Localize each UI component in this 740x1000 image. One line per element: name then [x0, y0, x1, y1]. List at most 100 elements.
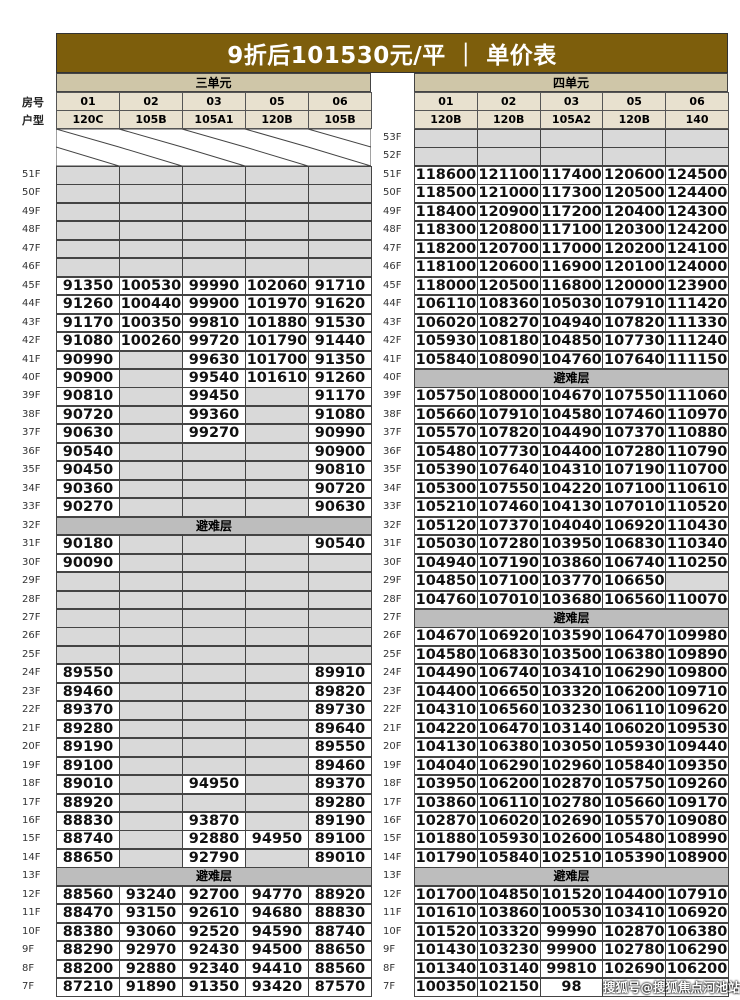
floor-label: 36F — [383, 445, 402, 457]
floor-label: 33F — [22, 501, 41, 513]
price-cell: 88290 — [56, 941, 120, 960]
price-cell: 102690 — [602, 959, 667, 979]
price-cell: 120900 — [476, 202, 541, 222]
price-cell: 92880 — [119, 959, 183, 979]
price-cell: 88470 — [56, 904, 120, 923]
unavailable-cell — [245, 424, 309, 443]
unavailable-cell — [245, 479, 309, 499]
price-cell: 93060 — [119, 922, 183, 942]
unavailable-cell — [182, 738, 246, 757]
price-cell: 104490 — [539, 424, 604, 443]
price-cell: 106470 — [602, 627, 667, 646]
unavailable-cell — [119, 202, 183, 222]
unavailable-cell — [245, 738, 309, 757]
unavailable-cell — [245, 258, 309, 277]
price-cell: 104850 — [476, 885, 541, 905]
unavailable-cell — [119, 738, 183, 757]
price-cell: 109620 — [665, 701, 729, 720]
unavailable-cell — [245, 719, 309, 739]
price-cell: 103860 — [476, 904, 541, 923]
price-cell: 106380 — [602, 645, 667, 665]
unavailable-cell — [182, 719, 246, 739]
floor-label: 7F — [383, 981, 396, 993]
room-number-left: 05 — [245, 92, 309, 111]
price-cell: 104490 — [414, 664, 478, 683]
price-cell: 88560 — [308, 959, 372, 979]
price-cell: 90180 — [56, 535, 120, 554]
price-cell: 105930 — [602, 738, 667, 757]
unavailable-cell — [245, 664, 309, 683]
price-cell: 103770 — [539, 572, 604, 591]
unavailable-cell — [245, 239, 309, 259]
unavailable-cell — [56, 258, 120, 277]
unavailable-cell — [665, 572, 729, 591]
price-cell: 93420 — [245, 978, 309, 997]
price-cell: 107100 — [602, 479, 667, 499]
floor-label: 28F — [383, 593, 402, 605]
unavailable-cell — [182, 553, 246, 573]
price-cell: 103230 — [539, 701, 604, 720]
price-cell: 99810 — [539, 959, 604, 979]
price-cell: 89010 — [56, 775, 120, 794]
price-cell: 120600 — [476, 258, 541, 277]
price-cell: 100350 — [119, 313, 183, 333]
price-cell: 89460 — [308, 756, 372, 776]
unavailable-cell — [119, 184, 183, 203]
price-cell: 101610 — [414, 904, 478, 923]
floor-label: 45F — [383, 279, 402, 291]
price-cell: 89820 — [308, 682, 372, 702]
price-cell: 124200 — [665, 221, 729, 240]
price-cell: 101520 — [539, 885, 604, 905]
price-cell: 108990 — [665, 830, 729, 850]
unavailable-cell — [119, 461, 183, 480]
price-cell: 101340 — [414, 959, 478, 979]
price-cell: 89370 — [56, 701, 120, 720]
unavailable-cell — [245, 184, 309, 203]
unavailable-cell — [119, 165, 183, 185]
price-cell: 103140 — [476, 959, 541, 979]
price-cell: 90540 — [308, 535, 372, 554]
unavailable-cell — [308, 608, 372, 628]
unavailable-cell — [245, 590, 309, 610]
refuge-floor-row: 避难层 — [56, 516, 372, 536]
price-cell: 107010 — [476, 590, 541, 610]
room-number-left: 01 — [56, 92, 120, 111]
floor-label: 26F — [22, 630, 41, 642]
floor-label: 8F — [22, 962, 35, 974]
price-cell: 90360 — [56, 479, 120, 499]
unavailable-cell — [245, 608, 309, 628]
price-cell: 91350 — [56, 276, 120, 296]
price-cell: 104310 — [414, 701, 478, 720]
price-cell: 120500 — [602, 184, 667, 203]
unavailable-cell — [119, 350, 183, 370]
price-cell: 110880 — [665, 424, 729, 443]
price-cell: 90900 — [56, 368, 120, 388]
price-cell: 99900 — [182, 295, 246, 314]
unit-type-right: 105A2 — [539, 110, 604, 129]
unavailable-cell — [245, 682, 309, 702]
price-cell: 101700 — [245, 350, 309, 370]
price-cell: 103590 — [539, 627, 604, 646]
unavailable-cell — [119, 239, 183, 259]
floor-label: 48F — [22, 224, 41, 236]
unavailable-cell — [182, 627, 246, 646]
room-number-left: 06 — [308, 92, 372, 111]
price-cell: 103230 — [476, 941, 541, 960]
unavailable-cell — [602, 147, 667, 167]
unavailable-cell — [245, 165, 309, 185]
price-cell: 101700 — [414, 885, 478, 905]
price-cell: 108000 — [476, 387, 541, 407]
floor-label: 39F — [22, 390, 41, 402]
price-cell: 109980 — [665, 627, 729, 646]
unavailable-cell — [308, 645, 372, 665]
price-cell: 100260 — [119, 332, 183, 351]
unit-type-right: 120B — [414, 110, 478, 129]
price-cell: 107370 — [602, 424, 667, 443]
diagonal-lines — [56, 129, 371, 166]
price-cell: 110610 — [665, 479, 729, 499]
floor-label: 9F — [383, 944, 396, 956]
floor-label: 15F — [22, 833, 41, 845]
price-cell: 106380 — [476, 738, 541, 757]
floor-label: 32F — [383, 519, 402, 531]
price-cell: 88200 — [56, 959, 120, 979]
